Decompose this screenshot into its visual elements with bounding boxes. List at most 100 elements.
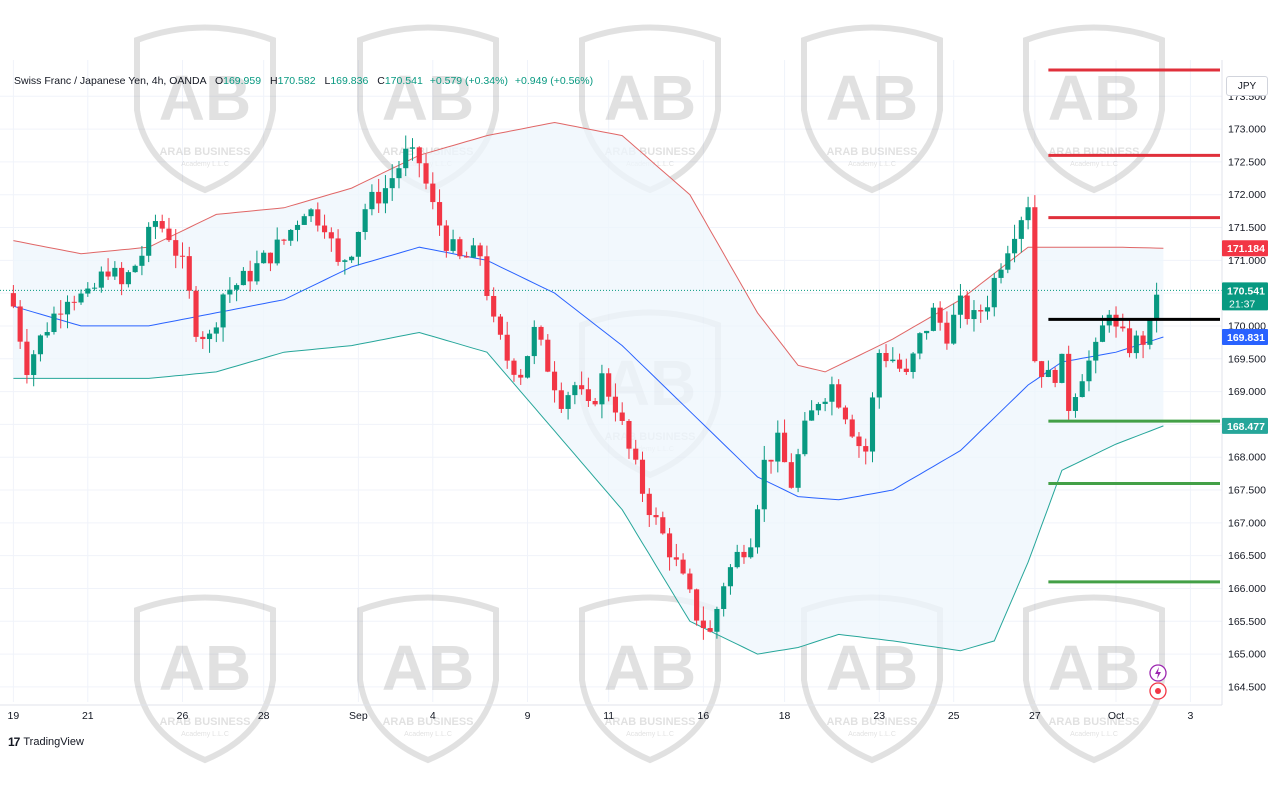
candle-98 bbox=[673, 543, 679, 567]
candle-145 bbox=[991, 272, 997, 317]
candle-40 bbox=[281, 238, 287, 245]
time-tick-label: 28 bbox=[258, 710, 270, 722]
candle-83 bbox=[572, 381, 578, 405]
price-tick-label: 169.500 bbox=[1228, 353, 1266, 365]
high-label: H bbox=[270, 75, 278, 87]
last-price-tag-text: 170.541 bbox=[1227, 285, 1265, 297]
watermark-subtext: Academy L.L.C bbox=[181, 161, 229, 168]
candle-169 bbox=[1154, 282, 1160, 333]
price-tick-label: 166.500 bbox=[1228, 550, 1266, 562]
time-tick-label: 26 bbox=[177, 710, 189, 722]
tradingview-brand[interactable]: 17 TradingView bbox=[8, 735, 84, 749]
candle-120 bbox=[822, 398, 828, 412]
price-tick-label: 171.500 bbox=[1228, 222, 1266, 234]
candle-82 bbox=[565, 391, 571, 420]
last-price-tag: 170.541 bbox=[1222, 282, 1268, 311]
time-tick-label: 16 bbox=[698, 710, 710, 722]
price-tick-label: 172.500 bbox=[1228, 156, 1266, 168]
candle-160 bbox=[1093, 337, 1099, 374]
time-tick-label: 27 bbox=[1029, 710, 1041, 722]
watermark-logo: AB bbox=[159, 62, 251, 134]
candle-50 bbox=[349, 255, 355, 263]
candle-78 bbox=[538, 325, 544, 346]
candle-2 bbox=[24, 328, 30, 384]
candle-128 bbox=[876, 349, 882, 409]
price-tick-label: 172.000 bbox=[1228, 189, 1266, 201]
candle-19 bbox=[139, 245, 145, 276]
time-tick-label: 18 bbox=[779, 710, 791, 722]
candle-87 bbox=[599, 364, 605, 419]
bollinger-lower-band bbox=[13, 331, 1164, 655]
tradingview-logo-icon: 17 bbox=[8, 735, 20, 749]
watermark-subtext: Academy L.L.C bbox=[626, 731, 674, 738]
watermark-shield-icon-3: AB ARAB BUSINESS Academy L.L.C bbox=[801, 24, 943, 194]
candle-76 bbox=[524, 355, 531, 379]
candle-59 bbox=[409, 138, 416, 161]
candle-43 bbox=[301, 213, 307, 225]
candle-41 bbox=[288, 229, 294, 246]
candle-3 bbox=[31, 350, 37, 387]
candle-71 bbox=[491, 287, 497, 323]
watermark-logo: AB bbox=[826, 62, 918, 134]
candle-104 bbox=[714, 606, 720, 639]
candle-115 bbox=[788, 453, 794, 489]
watermark-text: ARAB BUSINESS bbox=[826, 716, 917, 728]
time-axis: 19 21 26 28 Sep 4 9 11 16 18 23 25 27 Oct 3 bbox=[0, 704, 1222, 722]
countdown-text: 21:37 bbox=[1229, 298, 1255, 310]
candle-5 bbox=[44, 322, 50, 338]
candle-132 bbox=[903, 358, 909, 375]
price-tick-label: 167.000 bbox=[1228, 517, 1266, 529]
candle-12 bbox=[91, 282, 98, 291]
candle-92 bbox=[633, 439, 639, 465]
price-tick-label: 169.000 bbox=[1228, 386, 1266, 398]
candle-133 bbox=[910, 352, 916, 379]
candle-91 bbox=[626, 419, 632, 459]
watermark-logo: AB bbox=[382, 62, 474, 134]
candle-124 bbox=[849, 414, 855, 439]
candle-63 bbox=[436, 189, 443, 236]
candle-155 bbox=[1059, 353, 1065, 384]
candle-66 bbox=[457, 236, 463, 260]
currency-button[interactable]: JPY bbox=[1226, 76, 1268, 96]
watermark-logo: AB bbox=[826, 632, 918, 704]
price-tick-label: 168.000 bbox=[1228, 452, 1266, 464]
candle-152 bbox=[1039, 360, 1045, 388]
brand-name: TradingView bbox=[23, 736, 84, 748]
support-tag: 168.477 bbox=[1222, 417, 1268, 434]
candle-114 bbox=[781, 419, 788, 463]
watermark-subtext: Academy L.L.C bbox=[1070, 161, 1118, 168]
candle-65 bbox=[450, 229, 456, 254]
candle-121 bbox=[829, 376, 835, 416]
candle-68 bbox=[470, 237, 476, 258]
candle-46 bbox=[321, 214, 328, 239]
candle-108 bbox=[741, 544, 747, 564]
candle-94 bbox=[646, 488, 652, 527]
watermark-text: ARAB BUSINESS bbox=[159, 716, 250, 728]
watermark-text: ARAB BUSINESS bbox=[382, 716, 473, 728]
candle-9 bbox=[71, 295, 77, 311]
candle-154 bbox=[1052, 367, 1058, 388]
candle-149 bbox=[1018, 216, 1024, 253]
candle-126 bbox=[863, 438, 869, 465]
candle-45 bbox=[315, 202, 321, 232]
candle-36 bbox=[254, 250, 260, 285]
candle-164 bbox=[1120, 313, 1126, 332]
candle-146 bbox=[998, 263, 1004, 284]
watermark-logo: AB bbox=[382, 632, 474, 704]
alert-icons bbox=[1149, 664, 1167, 700]
candle-88 bbox=[606, 368, 612, 402]
candle-79 bbox=[545, 334, 551, 373]
candle-27 bbox=[193, 286, 199, 343]
candle-60 bbox=[416, 146, 422, 178]
candle-106 bbox=[727, 564, 734, 595]
candle-25 bbox=[179, 242, 186, 269]
candle-74 bbox=[511, 358, 517, 382]
candle-0 bbox=[10, 285, 16, 309]
candle-153 bbox=[1045, 360, 1051, 378]
price-tick-label: 164.500 bbox=[1228, 681, 1266, 693]
candle-8 bbox=[64, 295, 71, 329]
candle-102 bbox=[700, 606, 706, 640]
candle-56 bbox=[389, 164, 395, 201]
